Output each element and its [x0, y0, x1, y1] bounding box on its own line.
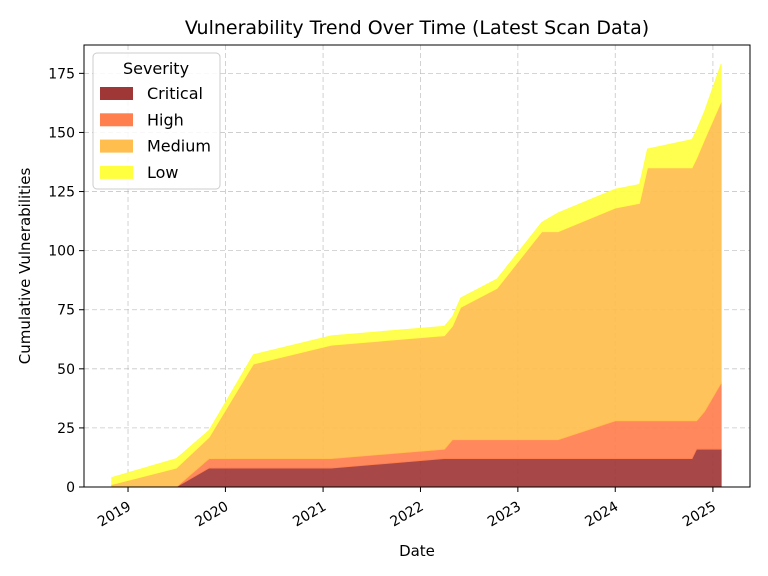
legend-label-low: Low: [147, 163, 179, 182]
legend-swatch-critical: [100, 87, 133, 100]
x-tick-label: 2023: [485, 499, 524, 531]
x-axis-title: Date: [399, 542, 435, 560]
y-axis: 0 25 50 75 100 125 150 175: [48, 66, 84, 496]
y-tick-label: 50: [57, 362, 75, 378]
y-tick-label: 150: [48, 125, 75, 141]
legend-label-high: High: [147, 110, 184, 129]
stacked-areas: [111, 63, 722, 488]
legend-swatch-medium: [100, 139, 133, 153]
y-axis-title: Cumulative Vulnerabilities: [16, 168, 34, 365]
plot-frame: [83, 44, 751, 488]
x-tick-label: 2019: [95, 499, 134, 531]
x-tick-label: 2025: [680, 499, 719, 531]
legend-swatch-low: [100, 165, 133, 179]
x-tick-label: 2020: [193, 499, 232, 531]
legend-swatch-high: [100, 113, 133, 127]
legend-items: Critical High Medium Low: [100, 84, 211, 182]
y-tick-label: 75: [57, 303, 75, 319]
y-tick-label: 175: [48, 66, 75, 82]
y-tick-label: 100: [48, 244, 75, 260]
x-tick-label: 2022: [388, 499, 427, 531]
x-axis: 2019 2020 2021 2022 2023 2024 2025: [95, 487, 719, 530]
x-tick-label: 2021: [290, 499, 329, 531]
legend: Severity Critical High Medium Low: [92, 52, 221, 190]
chart-title: Vulnerability Trend Over Time (Latest Sc…: [185, 17, 649, 39]
y-tick-label: 125: [48, 185, 75, 201]
y-tick-label: 25: [57, 421, 75, 437]
y-tick-label: 0: [66, 480, 75, 496]
legend-title: Severity: [123, 59, 189, 78]
x-tick-label: 2024: [582, 499, 621, 531]
area-low: [111, 63, 722, 486]
legend-label-medium: Medium: [147, 137, 211, 156]
legend-label-critical: Critical: [147, 84, 203, 103]
